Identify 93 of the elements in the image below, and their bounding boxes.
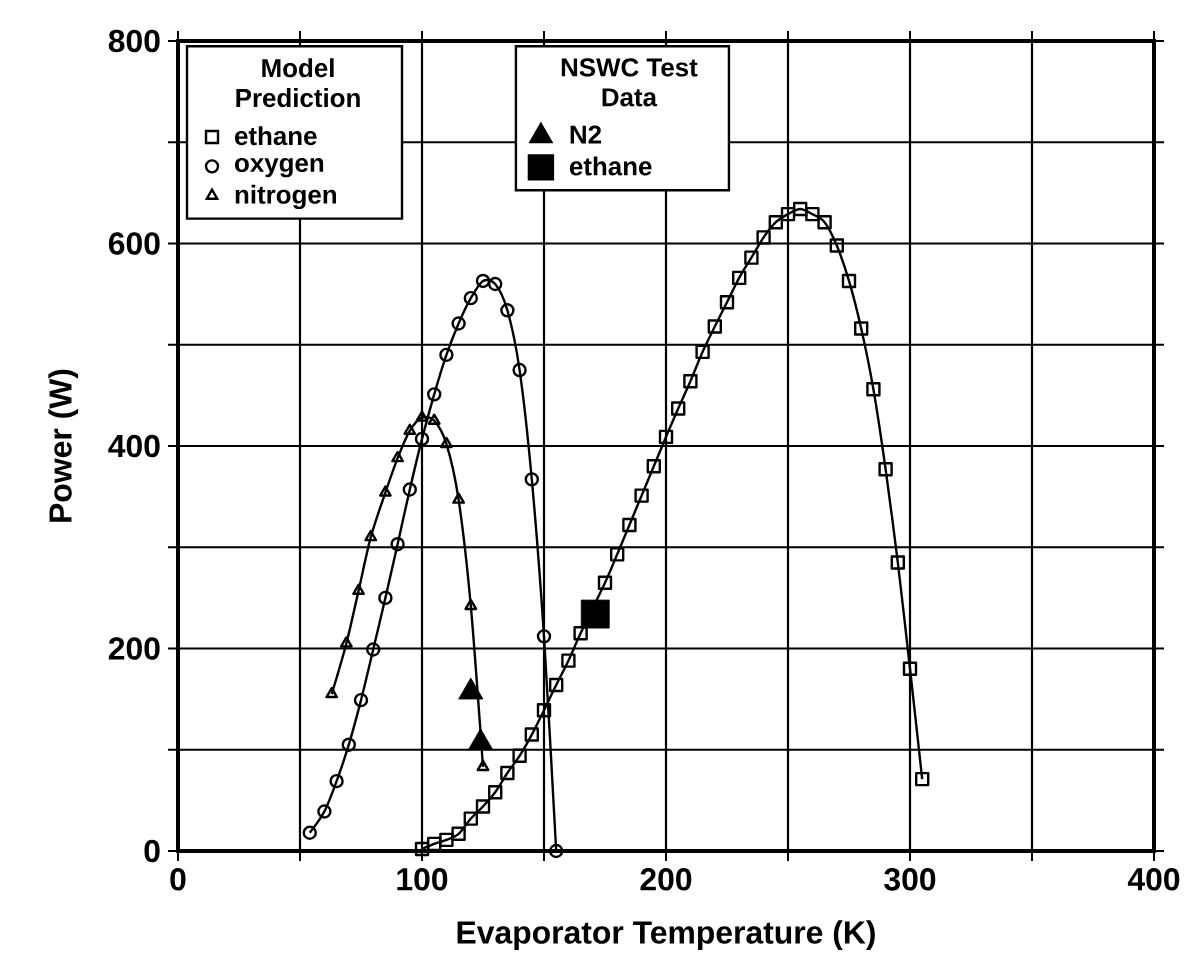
point <box>695 344 710 360</box>
point <box>488 276 503 292</box>
legend-label: oxygen <box>235 157 324 178</box>
point <box>414 431 430 447</box>
x-tick-label: 200 <box>640 868 692 891</box>
point <box>512 748 527 764</box>
point <box>317 804 332 819</box>
point <box>854 321 869 336</box>
point <box>646 459 661 474</box>
point <box>500 303 515 318</box>
point <box>512 362 527 378</box>
point <box>427 387 442 402</box>
point <box>390 537 405 552</box>
x-tick-label: 100 <box>397 868 448 891</box>
point <box>524 727 539 742</box>
point <box>341 737 356 752</box>
point <box>379 485 392 497</box>
x-tick-label: 300 <box>884 868 936 891</box>
point <box>756 230 771 245</box>
annotation: NSWC Test Data <box>561 58 698 107</box>
point <box>402 482 417 497</box>
point <box>610 547 625 562</box>
point <box>353 692 369 708</box>
point <box>732 270 747 286</box>
point <box>622 517 637 533</box>
point <box>573 626 588 641</box>
point <box>366 642 381 657</box>
x-axis-title: Evaporator Temperature (K) <box>457 920 875 951</box>
point <box>414 841 430 857</box>
point <box>440 436 453 449</box>
point <box>391 450 404 463</box>
point <box>793 201 808 217</box>
point <box>364 529 378 542</box>
point <box>439 347 454 363</box>
y-tick-label: 800 <box>108 29 160 53</box>
x-tick-label: 400 <box>1127 868 1180 891</box>
point <box>829 238 844 253</box>
point <box>536 703 552 718</box>
point <box>805 206 820 222</box>
point <box>817 215 832 230</box>
point <box>561 653 576 668</box>
point <box>866 382 881 397</box>
point <box>352 583 365 595</box>
point <box>415 410 429 422</box>
point <box>549 677 564 693</box>
point <box>768 215 783 230</box>
point <box>780 206 796 222</box>
y-tick-label: 600 <box>108 232 160 255</box>
point <box>403 423 417 435</box>
y-axis-title: Power (W) <box>48 369 79 522</box>
legend-title: Model Prediction <box>236 58 360 108</box>
point <box>719 295 735 310</box>
point <box>439 832 454 848</box>
point <box>329 773 344 789</box>
point <box>339 636 353 648</box>
point <box>325 686 339 699</box>
point <box>378 590 393 606</box>
legend-label: ethane <box>235 126 317 146</box>
point <box>902 661 918 676</box>
point <box>488 785 503 800</box>
point <box>707 319 722 334</box>
point <box>915 771 930 787</box>
point <box>597 575 613 590</box>
point <box>427 413 441 425</box>
point <box>451 316 466 331</box>
point <box>500 765 515 781</box>
point <box>658 429 674 445</box>
point <box>475 799 491 814</box>
y-tick-label: 0 <box>144 839 160 863</box>
point <box>878 462 893 477</box>
point <box>890 555 905 570</box>
point <box>451 826 466 841</box>
point <box>683 374 698 389</box>
point <box>671 401 686 416</box>
point <box>452 492 465 504</box>
point <box>302 825 317 840</box>
point <box>463 290 478 306</box>
point <box>475 273 491 289</box>
point <box>841 273 857 289</box>
point <box>580 599 610 629</box>
y-tick-label: 400 <box>108 434 160 458</box>
point <box>536 629 552 644</box>
point <box>464 598 478 611</box>
y-tick-label: 200 <box>108 637 160 660</box>
point <box>524 472 539 487</box>
x-tick-label: 0 <box>170 868 186 891</box>
legend-label: ethane <box>569 156 652 176</box>
point <box>463 811 478 826</box>
point <box>634 488 649 503</box>
legend-label: N2 <box>570 125 602 144</box>
point <box>476 759 490 772</box>
legend-label: nitrogen <box>235 184 337 210</box>
point <box>744 250 759 265</box>
